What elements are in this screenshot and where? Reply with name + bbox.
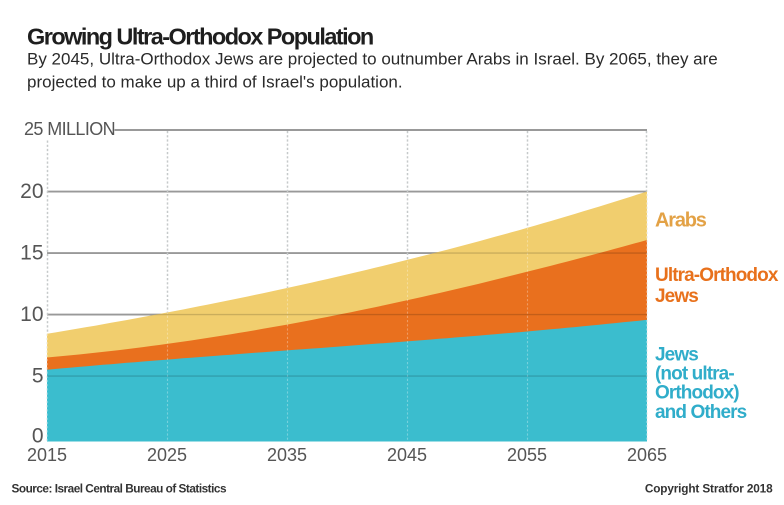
svg-text:Jews: Jews bbox=[655, 344, 698, 365]
svg-text:2025: 2025 bbox=[147, 445, 187, 465]
svg-text:Jews: Jews bbox=[655, 286, 698, 307]
svg-text:2045: 2045 bbox=[387, 445, 427, 465]
svg-text:By 2045, Ultra-Orthodox Jews a: By 2045, Ultra-Orthodox Jews are project… bbox=[27, 49, 718, 68]
svg-text:10: 10 bbox=[20, 303, 43, 326]
svg-text:2065: 2065 bbox=[627, 445, 667, 465]
svg-text:25 MILLION: 25 MILLION bbox=[24, 119, 115, 139]
svg-text:Arabs: Arabs bbox=[655, 209, 707, 231]
svg-text:Copyright Stratfor 2018: Copyright Stratfor 2018 bbox=[645, 481, 773, 495]
svg-text:and Others: and Others bbox=[655, 402, 747, 423]
svg-text:2015: 2015 bbox=[27, 445, 67, 465]
svg-text:Ultra-Orthodox: Ultra-Orthodox bbox=[655, 265, 779, 286]
svg-text:15: 15 bbox=[20, 242, 43, 265]
svg-text:Growing Ultra-Orthodox Populat: Growing Ultra-Orthodox Population bbox=[27, 24, 373, 50]
svg-text:2055: 2055 bbox=[507, 445, 547, 465]
svg-text:20: 20 bbox=[20, 180, 43, 203]
svg-text:Source: Israel Central Bureau: Source: Israel Central Bureau of Statist… bbox=[12, 481, 227, 495]
svg-text:5: 5 bbox=[32, 365, 44, 388]
svg-text:(not ultra-: (not ultra- bbox=[655, 364, 734, 385]
svg-text:2035: 2035 bbox=[267, 445, 307, 465]
svg-text:Orthodox): Orthodox) bbox=[655, 383, 739, 404]
svg-text:projected to make up a third o: projected to make up a third of Israel's… bbox=[27, 72, 403, 91]
svg-text:0: 0 bbox=[32, 425, 44, 448]
